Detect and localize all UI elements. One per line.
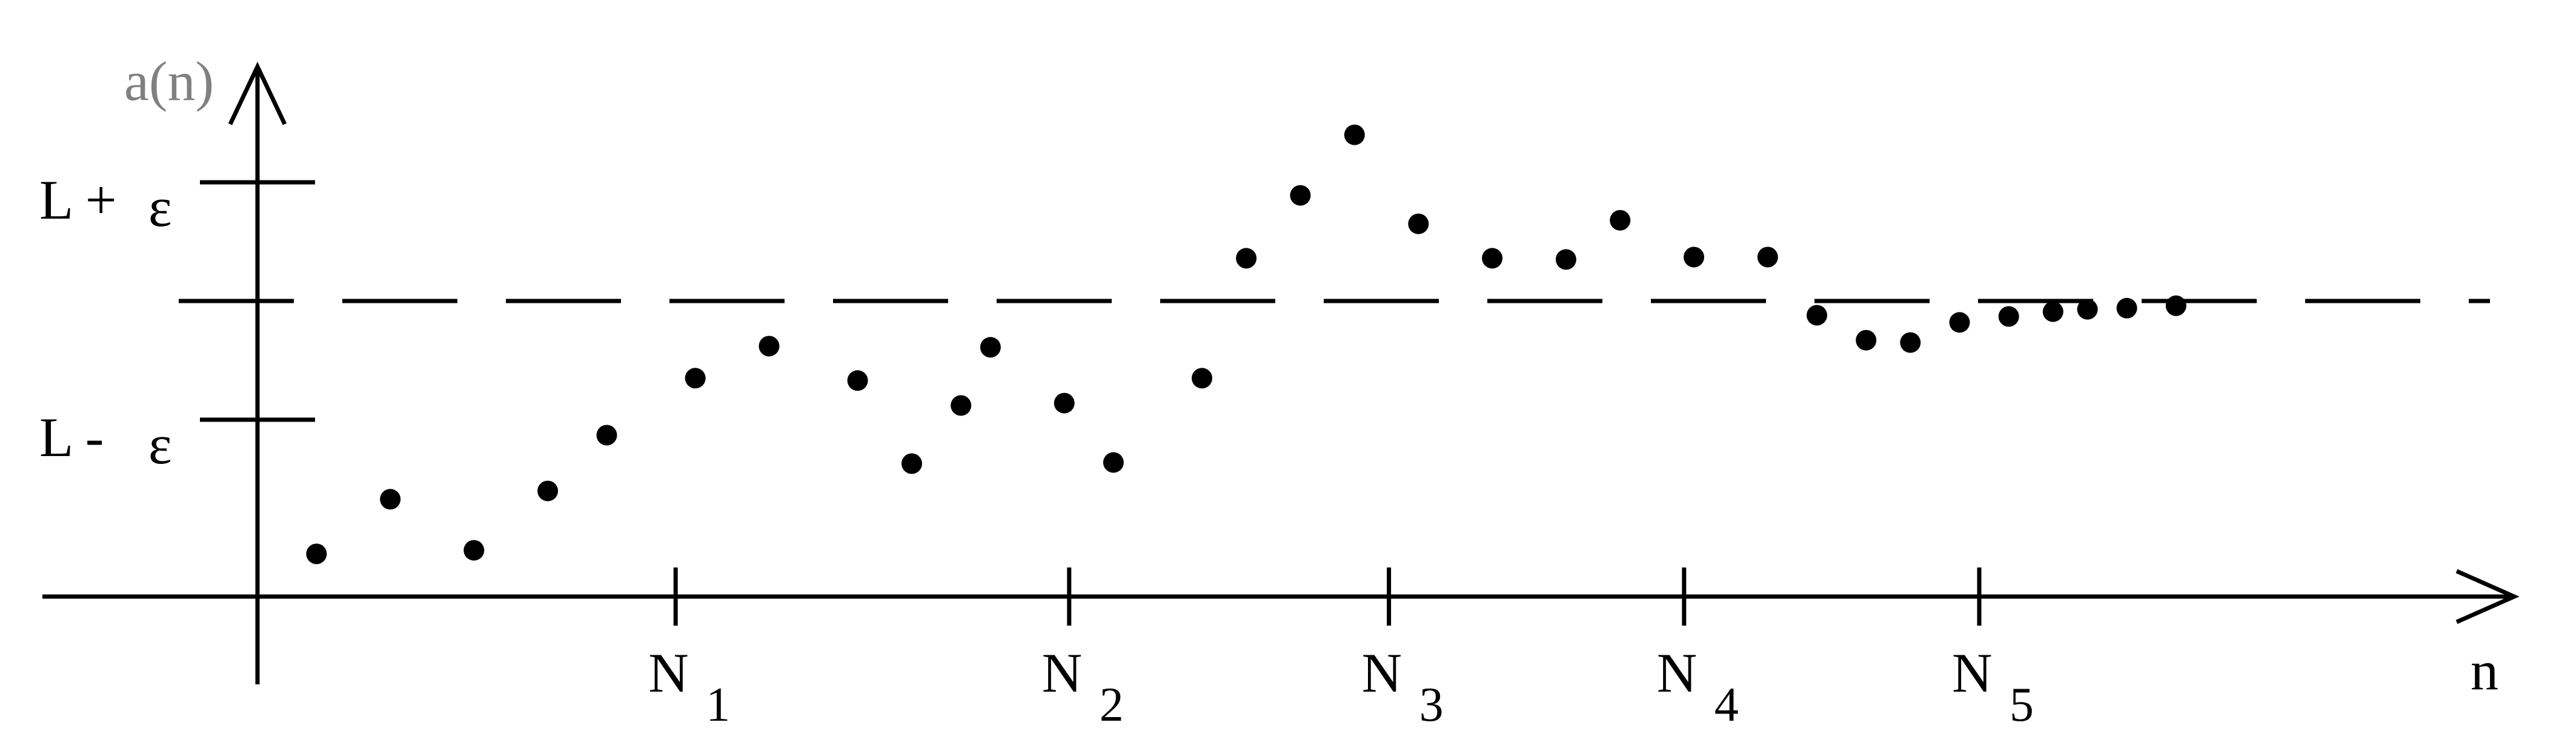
epsilon-symbol: ε [148, 414, 172, 475]
data-point-8 [847, 370, 868, 391]
x-tick-label: N [1952, 642, 1992, 704]
data-point-15 [1236, 248, 1257, 269]
y-tick-label: L - [39, 406, 104, 468]
data-point-5 [596, 425, 617, 446]
y-tick-label: L + [39, 169, 117, 231]
data-point-16 [1290, 185, 1311, 206]
data-point-23 [1757, 246, 1778, 268]
data-point-24 [1807, 305, 1827, 326]
data-points [306, 124, 2186, 564]
data-point-28 [1998, 306, 2019, 327]
data-point-17 [1344, 124, 1365, 145]
x-tick-3: N3 [1362, 567, 1444, 732]
x-axis-arrowhead [2455, 569, 2520, 624]
data-point-22 [1684, 246, 1704, 268]
data-point-25 [1856, 329, 1877, 351]
data-point-27 [1949, 312, 1970, 333]
x-tick-subscript: 3 [1419, 678, 1444, 732]
y-tick-1: L + ε [39, 169, 315, 238]
data-point-18 [1408, 213, 1429, 234]
data-point-7 [759, 336, 780, 357]
x-tick-subscript: 2 [1100, 678, 1124, 732]
data-point-4 [537, 480, 559, 501]
data-point-20 [1555, 249, 1576, 270]
y-axis [228, 61, 287, 684]
data-point-12 [1054, 392, 1075, 414]
x-tick-4: N4 [1657, 567, 1739, 732]
x-tick-1: N1 [648, 567, 730, 732]
y-axis-label: a(n) [124, 50, 214, 112]
data-point-6 [685, 368, 706, 389]
x-tick-subscript: 5 [2010, 678, 2034, 732]
x-tick-label: N [1362, 642, 1402, 704]
x-tick-subscript: 1 [706, 678, 730, 732]
x-axis [42, 569, 2520, 624]
data-point-21 [1610, 210, 1631, 231]
data-point-1 [306, 543, 327, 564]
data-point-30 [2077, 299, 2098, 320]
x-axis-label: n [2471, 640, 2498, 701]
x-tick-label: N [648, 642, 688, 704]
y-axis-arrowhead [228, 61, 287, 125]
x-tick-label: N [1042, 642, 1082, 704]
data-point-3 [463, 540, 485, 561]
epsilon-symbol: ε [148, 176, 172, 238]
data-point-10 [951, 395, 972, 416]
data-point-13 [1103, 452, 1124, 473]
data-point-29 [2042, 301, 2063, 322]
data-point-31 [2116, 297, 2137, 319]
data-point-26 [1900, 332, 1921, 353]
x-tick-2: N2 [1042, 567, 1124, 732]
data-point-14 [1192, 368, 1212, 389]
data-point-2 [380, 489, 401, 510]
y-tick-2: L -ε [39, 406, 315, 475]
x-tick-5: N5 [1952, 567, 2034, 732]
x-tick-subscript: 4 [1715, 678, 1739, 732]
y-ticks: L + ε L - ε [39, 169, 315, 475]
data-point-32 [2165, 295, 2186, 316]
x-tick-label: N [1657, 642, 1697, 704]
data-point-9 [901, 453, 922, 474]
data-point-19 [1482, 248, 1503, 269]
data-point-11 [980, 337, 1001, 358]
